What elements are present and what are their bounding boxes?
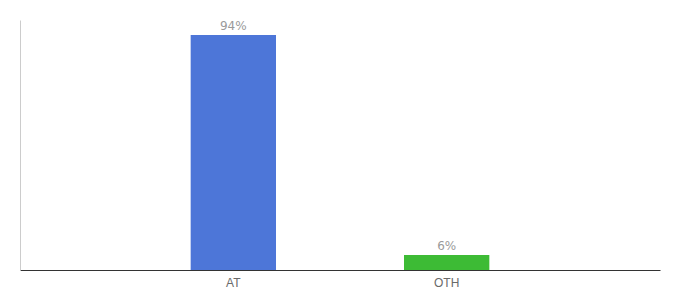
plot: AT OTH 94% 6%	[21, 19, 661, 290]
y-axis	[20, 21, 21, 271]
x-tick: OTH	[434, 276, 459, 290]
x-tick: AT	[226, 276, 241, 290]
bar	[404, 255, 489, 270]
y-axis-line	[20, 21, 21, 271]
data-labels: 94% 6%	[220, 19, 456, 253]
x-axis: AT OTH	[21, 271, 661, 291]
chart: AT OTH 94% 6%	[0, 0, 680, 300]
data-label: 6%	[437, 239, 456, 253]
bar	[191, 35, 276, 270]
x-tick-label: AT	[226, 276, 241, 290]
x-tick-label: OTH	[434, 276, 459, 290]
x-axis-line	[21, 270, 661, 271]
bars	[191, 35, 490, 270]
data-label: 94%	[220, 19, 247, 33]
